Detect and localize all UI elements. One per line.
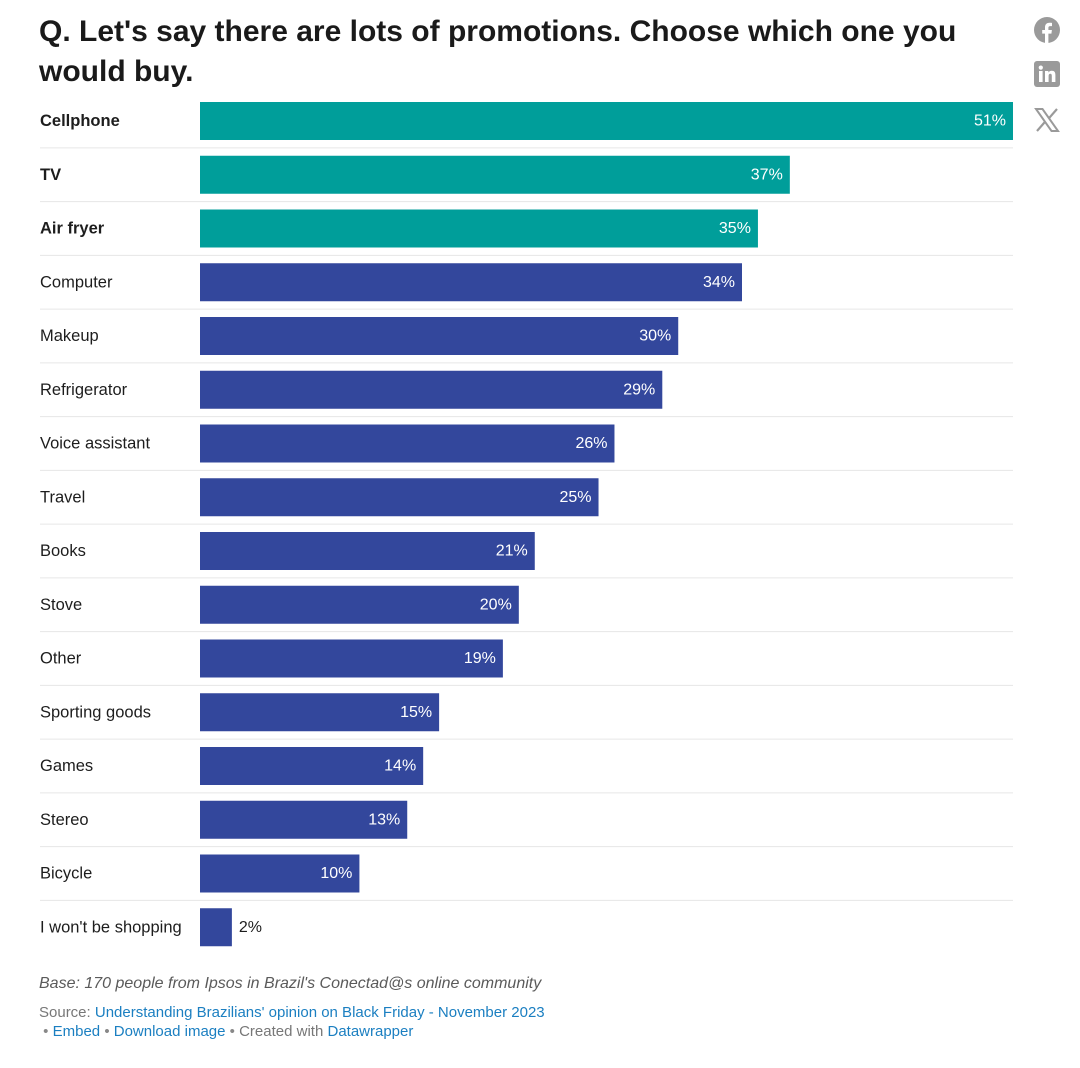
bar-sporting-goods <box>200 693 440 732</box>
source-link[interactable]: Understanding Brazilians' opinion on Bla… <box>94 1004 545 1021</box>
value-label-stove: 20% <box>480 596 512 613</box>
bar-air-fryer <box>200 209 758 248</box>
x-icon <box>1034 108 1060 132</box>
datawrapper-link[interactable]: Datawrapper <box>327 1023 414 1040</box>
bar-computer <box>200 263 742 302</box>
facebook-share-button[interactable] <box>1033 16 1061 44</box>
category-label-cellphone: Cellphone <box>40 112 120 130</box>
category-label-other: Other <box>40 650 82 668</box>
category-label-makeup: Makeup <box>40 327 99 345</box>
value-label-bicycle: 10% <box>320 865 352 882</box>
bar-other <box>200 639 503 678</box>
value-label-cellphone: 51% <box>974 113 1006 130</box>
bar-makeup <box>200 317 679 355</box>
bullet-separator: • <box>43 1023 49 1040</box>
source-line: Source: Understanding Brazilians' opinio… <box>39 1003 545 1022</box>
bar-refrigerator <box>200 370 663 409</box>
value-label-refrigerator: 29% <box>623 381 655 398</box>
x-share-button[interactable] <box>1033 106 1061 134</box>
value-label-i-won-t-be-shopping: 2% <box>239 919 262 936</box>
source-label: Source: <box>39 1004 95 1021</box>
category-label-stove: Stove <box>40 596 82 614</box>
bar-cellphone <box>200 102 1013 140</box>
category-label-air-fryer: Air fryer <box>40 220 105 238</box>
value-label-games: 14% <box>384 758 416 775</box>
category-label-tv: TV <box>40 166 61 184</box>
bar-voice-assistant <box>200 424 615 463</box>
value-label-computer: 34% <box>703 274 735 291</box>
value-label-air-fryer: 35% <box>719 220 751 237</box>
value-label-tv: 37% <box>751 166 783 183</box>
facebook-icon <box>1034 17 1060 43</box>
chart-footer: Source: Understanding Brazilians' opinio… <box>39 1003 545 1041</box>
value-label-makeup: 30% <box>639 328 671 345</box>
category-label-stereo: Stereo <box>40 811 89 829</box>
linkedin-share-button[interactable] <box>1033 60 1061 88</box>
created-with-label: Created with <box>239 1023 324 1040</box>
bar-i-won-t-be-shopping <box>200 908 232 947</box>
value-label-travel: 25% <box>559 489 591 506</box>
category-label-i-won-t-be-shopping: I won't be shopping <box>40 918 182 936</box>
embed-link[interactable]: Embed <box>52 1023 101 1040</box>
linkedin-icon <box>1034 61 1060 87</box>
download-image-link[interactable]: Download image <box>113 1023 226 1040</box>
bar-travel <box>200 478 599 517</box>
bar-bicycle <box>200 854 360 893</box>
category-label-games: Games <box>40 757 93 775</box>
chart-title: Q. Let's say there are lots of promotion… <box>39 15 957 88</box>
bullet-separator: • <box>104 1023 110 1040</box>
category-label-sporting-goods: Sporting goods <box>40 703 151 721</box>
value-label-voice-assistant: 26% <box>575 435 607 452</box>
chart-notes: Base: 170 people from Ipsos in Brazil's … <box>39 975 542 992</box>
category-label-bicycle: Bicycle <box>40 865 92 883</box>
bar-games <box>200 747 424 785</box>
value-label-books: 21% <box>496 543 528 560</box>
value-label-stereo: 13% <box>368 811 400 828</box>
links-line: • Embed • Download image • Created with … <box>39 1022 545 1041</box>
category-label-travel: Travel <box>40 488 85 506</box>
category-label-voice-assistant: Voice assistant <box>40 435 150 453</box>
bar-chart: Cellphone 51% TV 37% Air fryer 35% Computer 34%… <box>40 102 1013 947</box>
bar-tv <box>200 155 790 194</box>
value-label-other: 19% <box>464 650 496 667</box>
category-label-books: Books <box>40 542 86 560</box>
category-label-refrigerator: Refrigerator <box>40 381 128 399</box>
bar-stove <box>200 585 519 624</box>
value-label-sporting-goods: 15% <box>400 704 432 721</box>
bar-books <box>200 532 535 570</box>
category-label-computer: Computer <box>40 273 113 291</box>
bar-stereo <box>200 800 408 839</box>
bullet-separator: • <box>229 1023 235 1040</box>
